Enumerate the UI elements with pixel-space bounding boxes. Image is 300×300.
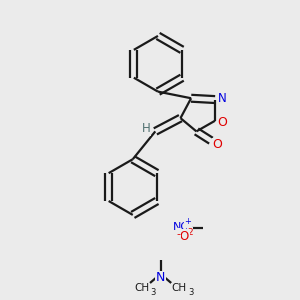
Text: N: N (156, 271, 165, 284)
Text: NO: NO (173, 222, 190, 232)
Text: 3: 3 (151, 288, 156, 297)
Text: +: + (184, 217, 191, 226)
Text: 3: 3 (188, 288, 193, 297)
Text: CH: CH (134, 283, 150, 293)
Text: -: - (176, 229, 180, 239)
Text: H: H (142, 122, 150, 135)
Text: O: O (180, 230, 189, 243)
Text: N: N (218, 92, 227, 105)
Text: 2: 2 (187, 228, 193, 237)
Text: O: O (218, 116, 227, 129)
Text: O: O (213, 138, 223, 151)
Text: CH: CH (172, 283, 187, 293)
